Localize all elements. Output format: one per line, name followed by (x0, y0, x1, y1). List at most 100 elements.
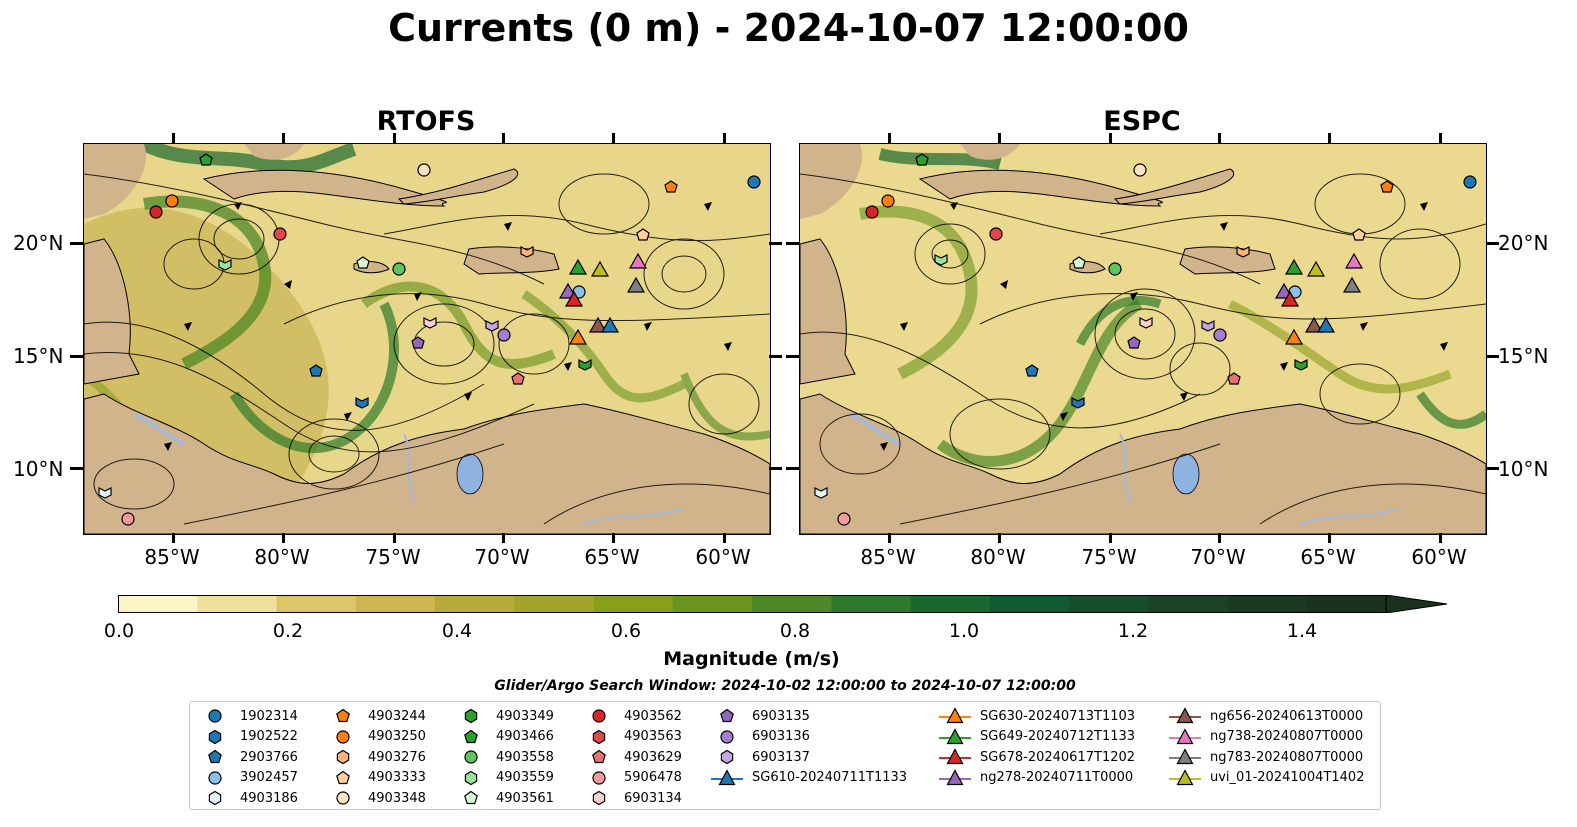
circle-marker-icon (208, 771, 222, 785)
lat-tick (786, 467, 799, 470)
legend-label: 4903559 (496, 770, 554, 786)
legend-label: 5906478 (624, 770, 682, 786)
legend-item: 2903766 (198, 747, 298, 768)
legend-item: 4903250 (326, 727, 426, 748)
triangle-marker-icon (939, 768, 971, 785)
legend-item: 4903562 (582, 706, 682, 727)
lon-label-65w-left: 65°W (584, 545, 640, 569)
legend-item: uvi_01-20241004T1402 (1168, 768, 1364, 789)
lon-tick (1328, 133, 1331, 143)
hexagon-marker-icon (336, 750, 350, 765)
circle-marker-icon (592, 709, 606, 723)
legend-item: ng278-20240711T0000 (938, 768, 1135, 789)
triangle-marker-icon (939, 707, 971, 724)
triangle-marker-icon (939, 748, 971, 765)
legend-label: ng656-20240613T0000 (1210, 708, 1364, 724)
lon-label-80w-right: 80°W (970, 545, 1026, 569)
pentagon-marker-icon (464, 729, 478, 743)
colorbar-tick: 0.4 (441, 620, 473, 642)
lat-tick (786, 242, 799, 245)
legend-item: 6903136 (710, 727, 907, 748)
legend-item: 4903333 (326, 768, 426, 789)
legend-label: 4903333 (368, 770, 426, 786)
legend-label: 1902522 (240, 729, 298, 745)
lon-tick (1218, 533, 1221, 543)
legend-item: 4903186 (198, 788, 298, 809)
lon-label-60w-right: 60°W (1411, 545, 1467, 569)
circle-marker-icon (336, 791, 350, 805)
panel-title-espc: ESPC (1103, 106, 1181, 137)
triangle-marker-icon (1169, 748, 1201, 765)
colorbar-border (118, 595, 1387, 613)
lat-tick (1486, 242, 1499, 245)
search-window-text: Glider/Argo Search Window: 2024-10-02 12… (494, 678, 1076, 694)
legend-item: 4903466 (454, 727, 554, 748)
pentagon-marker-icon (336, 709, 350, 723)
hexagon-marker-icon (592, 791, 606, 806)
legend-label: 4903244 (368, 708, 426, 724)
lat-label-10n-right: 10°N (1498, 457, 1549, 481)
lon-tick (172, 533, 175, 543)
lon-label-60w-left: 60°W (695, 545, 751, 569)
pentagon-marker-icon (208, 750, 222, 764)
legend-label: SG678-20240617T1202 (980, 749, 1136, 765)
legend-label: 4903250 (368, 729, 426, 745)
map-espc[interactable] (799, 143, 1487, 535)
legend-item: 6903137 (710, 747, 907, 768)
lat-tick (70, 242, 83, 245)
lat-tick (769, 242, 782, 245)
legend-label: 4903466 (496, 729, 554, 745)
colorbar-tick: 1.0 (948, 620, 980, 642)
lon-tick (1439, 133, 1442, 143)
lon-tick (502, 133, 505, 143)
legend-column: SG630-20240713T1103 SG649-20240712T1133 SG… (938, 706, 1135, 788)
legend-column: 6903135 6903136 6903137 SG610-20240711T1133 (710, 706, 907, 788)
legend-item: 4903561 (454, 788, 554, 809)
legend-column: ng656-20240613T0000 ng738-20240807T0000 ng… (1168, 706, 1364, 788)
triangle-marker-icon (711, 768, 743, 785)
lon-label-65w-right: 65°W (1300, 545, 1356, 569)
colorbar-segment (831, 595, 912, 613)
lon-tick (998, 133, 1001, 143)
legend-label: 2903766 (240, 749, 298, 765)
legend-item: 4903276 (326, 747, 426, 768)
lon-label-70w-left: 70°W (474, 545, 530, 569)
lon-tick (612, 533, 615, 543)
colorbar-tick: 0.0 (103, 620, 135, 642)
legend-label: 4903629 (624, 749, 682, 765)
lon-label-85w-left: 85°W (144, 545, 200, 569)
lon-label-75w-right: 75°W (1081, 545, 1137, 569)
legend-label: 6903136 (752, 729, 810, 745)
legend-label: SG630-20240713T1103 (980, 708, 1136, 724)
circle-marker-icon (464, 750, 478, 764)
legend-column: 1902314 1902522 2903766 3902457 4903186 (198, 706, 298, 809)
legend-label: 4903349 (496, 708, 554, 724)
colorbar-segment (910, 595, 991, 613)
lon-tick (393, 133, 396, 143)
legend-item: SG678-20240617T1202 (938, 747, 1135, 768)
lat-tick (769, 355, 782, 358)
hexagon-marker-icon (464, 709, 478, 724)
lon-tick (723, 533, 726, 543)
colorbar-segment (1227, 595, 1308, 613)
lon-tick (1109, 133, 1112, 143)
legend-item: ng656-20240613T0000 (1168, 706, 1364, 727)
lat-tick (1486, 467, 1499, 470)
lat-label-15n-left: 15°N (13, 344, 64, 368)
legend-item: 6903135 (710, 706, 907, 727)
legend-label: 4903563 (624, 729, 682, 745)
colorbar-segment (355, 595, 436, 613)
legend-item: 3902457 (198, 768, 298, 789)
lat-tick (769, 467, 782, 470)
lat-label-20n-right: 20°N (1498, 231, 1549, 255)
colorbar-segment (435, 595, 515, 613)
map-rtofs-canvas (84, 144, 770, 534)
legend-column: 4903562 4903563 4903629 5906478 6903134 (582, 706, 682, 809)
map-rtofs[interactable] (83, 143, 771, 535)
colorbar-label: Magnitude (m/s) (663, 648, 840, 670)
lat-tick (1486, 355, 1499, 358)
colorbar-segment (1148, 595, 1229, 613)
legend-item: 4903349 (454, 706, 554, 727)
colorbar-segment (118, 595, 198, 613)
legend-column: 4903244 4903250 4903276 4903333 4903348 (326, 706, 426, 809)
